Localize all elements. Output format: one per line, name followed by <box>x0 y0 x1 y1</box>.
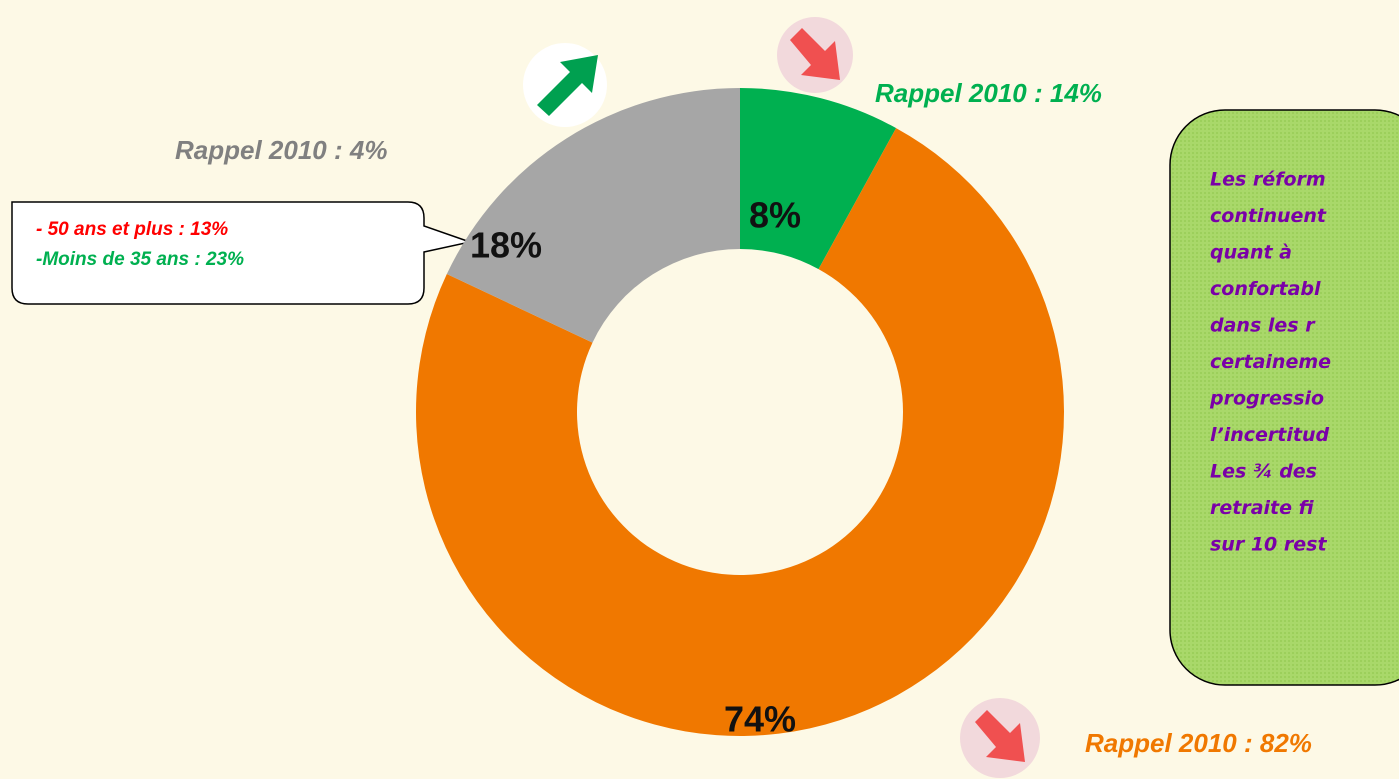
donut-slice <box>446 88 740 343</box>
note-line: retraite fi <box>1210 497 1315 519</box>
note-line: continuent <box>1210 205 1327 227</box>
callout-line: -Moins de 35 ans : 23% <box>36 249 244 270</box>
note-line: Les ¾ des <box>1210 461 1317 483</box>
note-line: sur 10 rest <box>1210 534 1327 556</box>
callout-box <box>11 201 473 305</box>
note-box <box>1169 109 1399 686</box>
note-line: progressio <box>1209 388 1324 410</box>
annotation: Rappel 2010 : 4% <box>175 135 387 165</box>
arrow-down-2 <box>960 698 1040 778</box>
arrow-up <box>523 43 607 127</box>
note-line: l’incertitud <box>1210 424 1329 446</box>
note-line: confortabl <box>1210 278 1321 300</box>
note-line: certaineme <box>1210 351 1331 373</box>
annotation: Rappel 2010 : 82% <box>1085 728 1312 758</box>
note-line: Les réform <box>1210 169 1326 191</box>
data-label: 8% <box>749 195 801 236</box>
note-line: quant à <box>1210 242 1292 264</box>
annotation: Rappel 2010 : 14% <box>875 78 1102 108</box>
note-line: dans les r <box>1210 315 1316 337</box>
data-label: 74% <box>724 699 796 740</box>
callout-line: - 50 ans et plus : 13% <box>36 219 228 240</box>
donut-slice <box>740 88 897 270</box>
data-label: 18% <box>470 225 542 266</box>
arrow-down-1 <box>777 17 853 93</box>
donut-slice <box>415 128 1064 737</box>
